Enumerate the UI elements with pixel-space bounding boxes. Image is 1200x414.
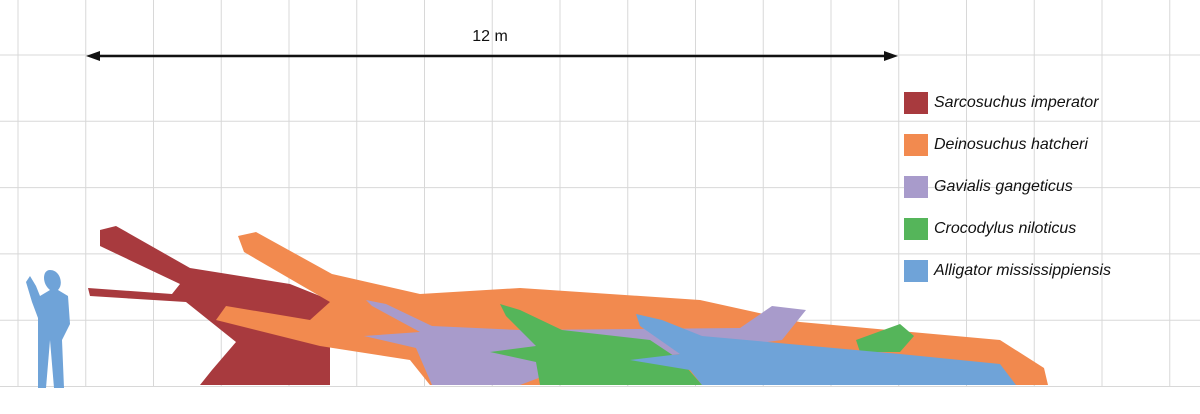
legend-label: Deinosuchus hatcheri — [934, 136, 1088, 153]
sarcosuchus-silhouette — [88, 226, 330, 385]
silhouettes — [26, 226, 1048, 388]
scale-label: 12 m — [472, 28, 508, 45]
legend-swatch — [904, 218, 928, 240]
legend-swatch — [904, 134, 928, 156]
scale-bar: 12 m — [86, 28, 898, 61]
human-silhouette — [26, 270, 70, 388]
legend-label: Sarcosuchus imperator — [934, 94, 1099, 111]
legend-swatch — [904, 92, 928, 114]
crocodylus-silhouette — [490, 304, 914, 385]
legend-label: Alligator mississippiensis — [933, 262, 1111, 279]
legend-swatch — [904, 260, 928, 282]
legend-label: Gavialis gangeticus — [934, 178, 1073, 195]
alligator-silhouette — [630, 314, 1016, 385]
legend: Sarcosuchus imperator Deinosuchus hatcher… — [904, 92, 1111, 282]
legend-swatch — [904, 176, 928, 198]
legend-label: Crocodylus niloticus — [934, 220, 1076, 237]
